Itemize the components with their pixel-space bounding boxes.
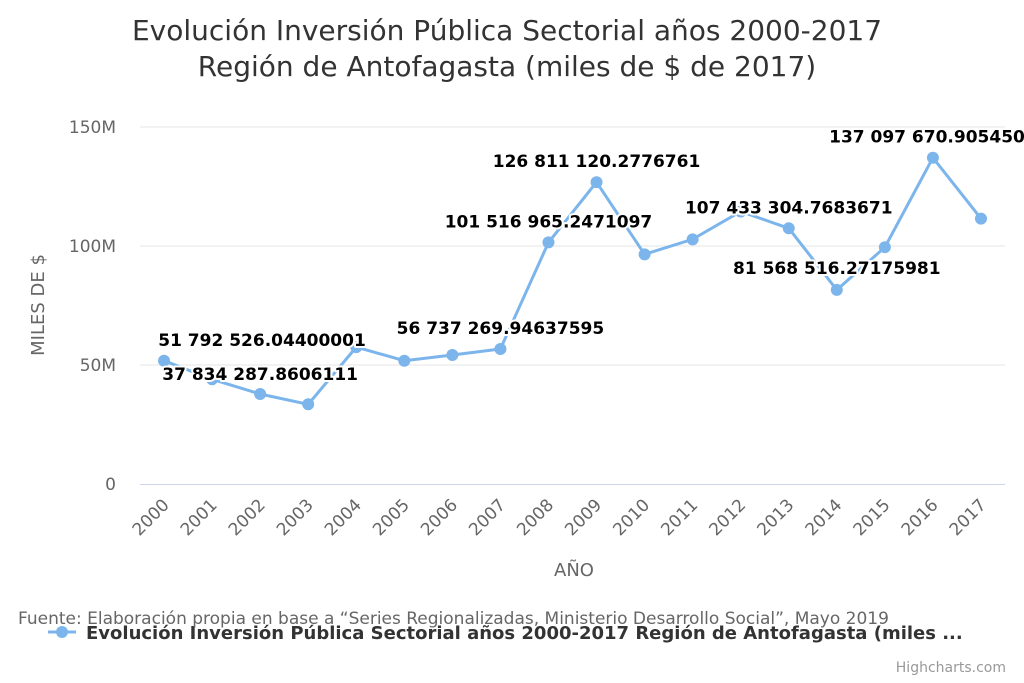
- data-point-2011[interactable]: [686, 233, 699, 246]
- data-label-2013: 107 433 304.7683671: [685, 198, 893, 218]
- x-tick-label: 2008: [513, 495, 558, 540]
- legend-label: Evolución Inversión Pública Sectorial añ…: [86, 623, 963, 644]
- data-point-2003[interactable]: [302, 398, 315, 411]
- data-point-2005[interactable]: [398, 354, 411, 367]
- data-point-2008[interactable]: [542, 236, 555, 249]
- data-point-2017[interactable]: [974, 212, 987, 225]
- x-axis-ticks: 2000 2001 2002 2003 2004 2005 2006 2007 2008 2009…: [129, 495, 991, 540]
- data-point-2000[interactable]: [158, 354, 171, 367]
- x-tick-label: 2012: [705, 495, 750, 540]
- legend-item[interactable]: Evolución Inversión Pública Sectorial añ…: [48, 623, 963, 644]
- y-tick-label: 50M: [80, 356, 116, 376]
- x-tick-label: 2009: [561, 495, 606, 540]
- x-tick-label: 2017: [946, 495, 991, 540]
- series-line: [163, 154, 983, 406]
- x-axis-title: AÑO: [554, 559, 594, 581]
- data-point-2014[interactable]: [830, 283, 843, 296]
- data-point-2004[interactable]: [350, 341, 363, 354]
- x-tick-label: 2004: [321, 495, 366, 540]
- x-tick-label: 2000: [129, 495, 174, 540]
- data-label-2002: 37 834 287.8606111: [162, 365, 358, 385]
- y-tick-label: 150M: [69, 118, 116, 138]
- y-tick-label: 0: [105, 475, 116, 495]
- legend-marker-icon: [56, 626, 68, 638]
- data-point-2013[interactable]: [782, 222, 795, 235]
- data-label-2007: 56 737 269.94637595: [397, 319, 605, 339]
- data-label-2014: 81 568 516.27175981: [733, 259, 941, 279]
- credits-link[interactable]: Highcharts.com: [895, 660, 1006, 676]
- source-note: Fuente: Elaboración propia en base a “Se…: [18, 609, 889, 629]
- x-tick-label: 2013: [754, 495, 799, 540]
- x-tick-label: 2011: [657, 495, 702, 540]
- y-tick-label: 100M: [69, 237, 116, 257]
- x-tick-label: 2003: [273, 495, 318, 540]
- x-tick-label: 2005: [369, 495, 414, 540]
- data-point-2015[interactable]: [878, 241, 891, 254]
- x-tick-label: 2014: [802, 495, 847, 540]
- series-points: [158, 151, 987, 411]
- x-tick-label: 2015: [850, 495, 895, 540]
- chart-title-line-1: Evolución Inversión Pública Sectorial añ…: [132, 14, 882, 47]
- x-tick-label: 2010: [609, 495, 654, 540]
- y-axis-title: MILES DE $: [28, 254, 49, 356]
- data-point-2002[interactable]: [254, 387, 267, 400]
- data-point-2009[interactable]: [590, 176, 603, 189]
- data-point-2012[interactable]: [734, 205, 747, 218]
- x-tick-label: 2016: [898, 495, 943, 540]
- data-label-2016: 137 097 670.9054506: [829, 128, 1024, 148]
- chart-title-line-2: Región de Antofagasta (miles de $ de 201…: [198, 50, 816, 83]
- x-tick-label: 2007: [465, 495, 510, 540]
- y-axis-ticks: 0 50M 100M 150M: [69, 118, 116, 495]
- data-labels: 51 792 526.04400001 37 834 287.8606111 56 …: [156, 126, 1024, 387]
- data-point-2007[interactable]: [494, 342, 507, 355]
- grid-lines: [140, 126, 1005, 366]
- x-tick-label: 2006: [417, 495, 462, 540]
- x-tick-label: 2002: [225, 495, 270, 540]
- data-point-2006[interactable]: [446, 349, 459, 362]
- data-label-2008: 101 516 965.2471097: [445, 212, 653, 232]
- data-label-2009: 126 811 120.2776761: [493, 152, 701, 172]
- x-tick-label: 2001: [177, 495, 222, 540]
- data-label-2000: 51 792 526.04400001: [158, 331, 366, 351]
- data-point-2016[interactable]: [926, 151, 939, 164]
- data-point-2001[interactable]: [206, 373, 219, 386]
- data-point-2010[interactable]: [638, 248, 651, 261]
